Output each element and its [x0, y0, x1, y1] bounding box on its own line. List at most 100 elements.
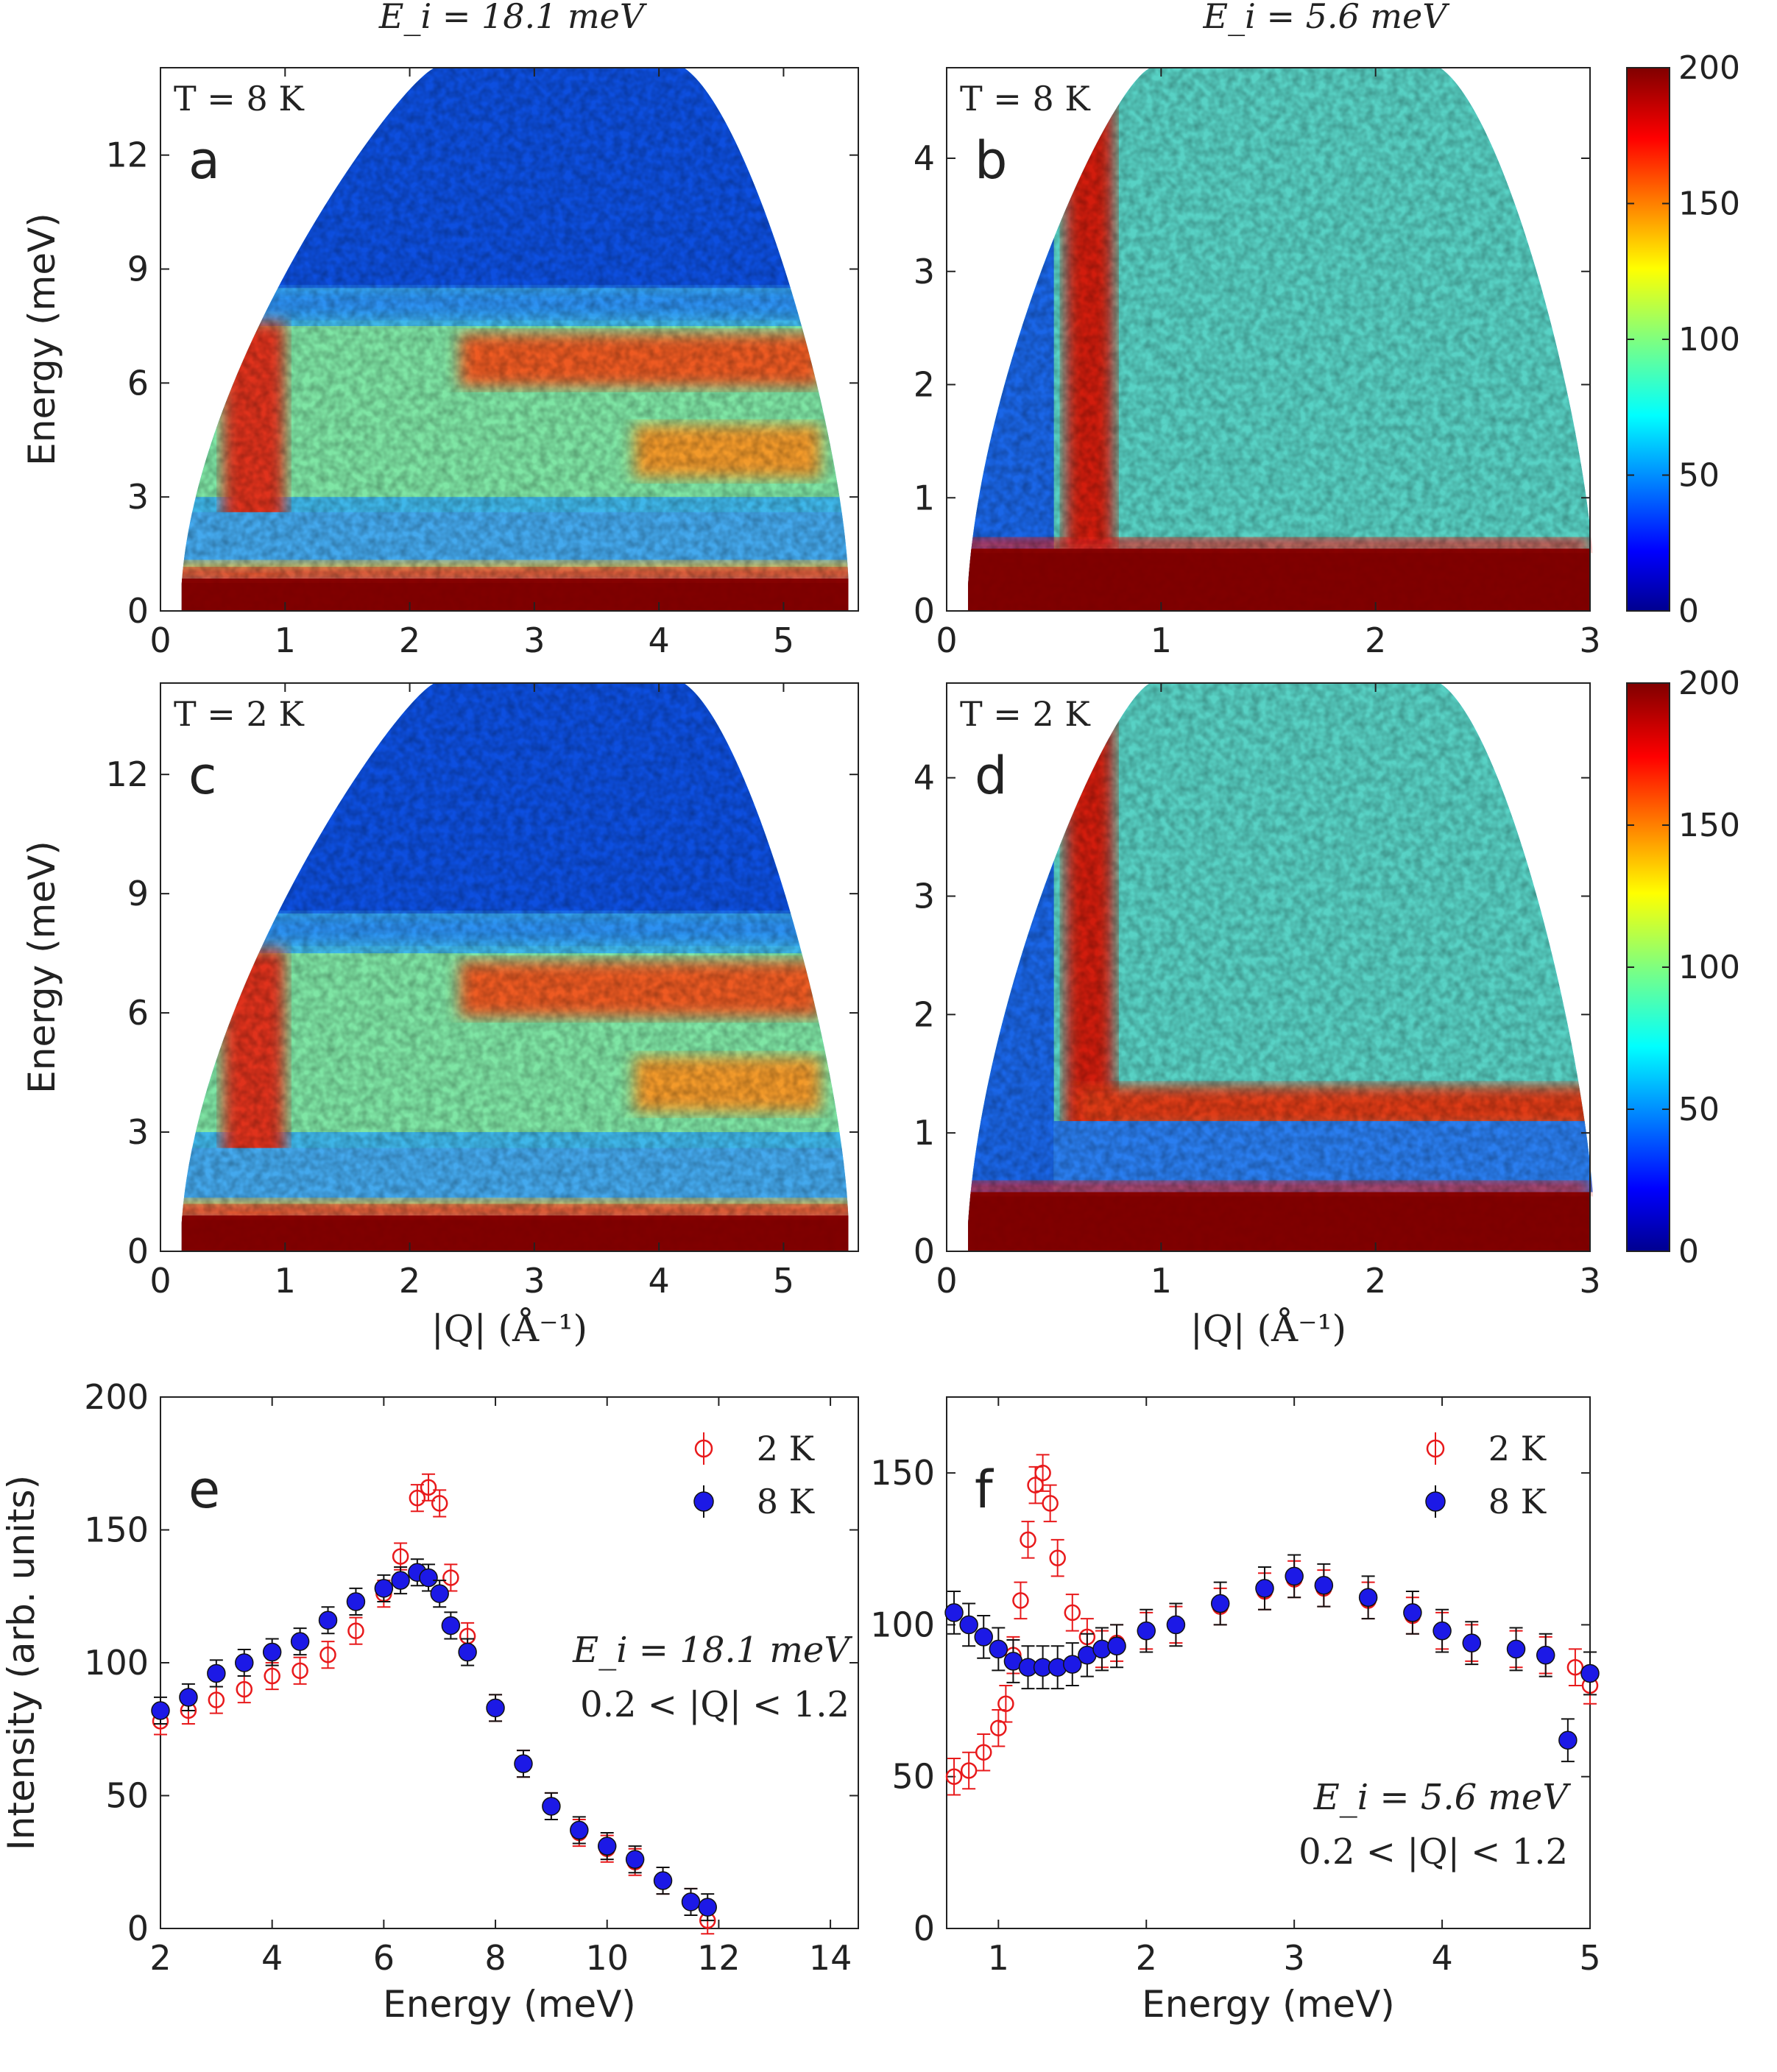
y-tick-label: 2	[914, 365, 935, 405]
data-point	[391, 1571, 410, 1590]
x-tick-label: 0	[936, 1261, 957, 1301]
legend-marker	[1425, 1491, 1446, 1512]
colorbar-tick-label: 200	[1678, 49, 1740, 87]
colorbar-bottom-ticks: 0 50 100 150 200	[1627, 665, 1740, 1270]
heatmap-elastic-fill	[968, 1192, 1590, 1251]
x-tick-label: 5	[773, 620, 794, 660]
data-point	[990, 1719, 1007, 1736]
panel-letter: e	[188, 1460, 220, 1520]
y-tick-label: 4	[914, 138, 935, 178]
data-point	[1314, 1576, 1334, 1595]
data-point	[1034, 1464, 1051, 1482]
legend-marker	[1426, 1439, 1445, 1458]
temperature-label: T = 2 K	[174, 694, 305, 734]
colorbar-tick-label: 100	[1678, 321, 1740, 358]
data-point	[1462, 1633, 1482, 1652]
x-axis-label: Energy (meV)	[383, 1983, 636, 2026]
data-point	[997, 1695, 1014, 1712]
panel-letter: a	[188, 130, 220, 191]
panel-d: 0 1 2 3 0 1 2 3 4 |Q| (Å⁻¹) T = 2 K d	[914, 682, 1601, 1350]
data-point	[974, 1627, 993, 1647]
x-tick-label: 2	[1365, 1261, 1386, 1301]
data-point	[347, 1622, 364, 1639]
x-tick-label: 10	[585, 1938, 629, 1978]
axes-frame	[946, 682, 1591, 1252]
legend-label: 8 K	[1488, 1482, 1547, 1521]
data-point	[1020, 1531, 1036, 1549]
data-point	[1166, 1615, 1186, 1635]
data-point	[1012, 1592, 1029, 1609]
y-tick-label: 12	[105, 754, 149, 794]
y-tick-label: 6	[127, 993, 149, 1033]
data-point	[486, 1698, 505, 1718]
annotation-line: E_i = 5.6 meV	[1313, 1777, 1572, 1818]
temperature-label: T = 8 K	[174, 79, 305, 119]
data-point	[1255, 1579, 1274, 1598]
panel-b: 0 1 2 3 0 1 2 3 4 T = 8 K b	[914, 67, 1601, 660]
x-tick-label: 4	[649, 620, 670, 660]
data-point	[235, 1653, 254, 1672]
x-tick-label: 1	[988, 1938, 1009, 1978]
heatmap-noise	[968, 683, 1590, 1251]
y-tick-label: 50	[105, 1776, 149, 1816]
legend: 2 K8 K	[1425, 1429, 1547, 1521]
data-point	[442, 1569, 459, 1586]
data-point	[1210, 1594, 1230, 1613]
y-tick-label: 150	[84, 1510, 149, 1550]
legend-label: 8 K	[757, 1482, 816, 1521]
y-tick-label: 50	[891, 1757, 935, 1797]
heatmap-noise	[181, 68, 849, 611]
colorbar-tick-label: 0	[1678, 593, 1699, 630]
axes-frame	[160, 682, 859, 1252]
data-point	[318, 1610, 338, 1630]
panel-letter: f	[975, 1460, 994, 1520]
colorbar-tick-label: 150	[1678, 185, 1740, 223]
data-point	[597, 1836, 617, 1856]
x-tick-label: 2	[1136, 1938, 1157, 1978]
y-tick-label: 12	[105, 135, 149, 175]
data-point	[1506, 1639, 1526, 1659]
data-point	[625, 1850, 645, 1869]
y-tick-label: 3	[127, 477, 149, 517]
annotation-line: 0.2 < |Q| < 1.2	[1299, 1831, 1568, 1873]
colorbar-tick-label: 50	[1678, 1091, 1720, 1128]
panel-letter: c	[188, 746, 217, 806]
heatmap-a	[181, 68, 849, 611]
y-axis-label: Energy (meV)	[21, 213, 63, 466]
colorbar-tick-label: 200	[1678, 665, 1740, 702]
data-point	[1064, 1604, 1081, 1622]
data-point	[1580, 1663, 1600, 1683]
x-tick-label: 2	[399, 1261, 420, 1301]
x-tick-label: 6	[373, 1938, 395, 1978]
heatmap-elastic-fill	[181, 1215, 849, 1251]
series-8-K	[944, 1554, 1600, 1763]
y-tick-label: 150	[870, 1453, 935, 1493]
data-point	[944, 1603, 964, 1622]
data-point	[1403, 1603, 1422, 1622]
data-point	[236, 1680, 253, 1698]
data-point	[1042, 1495, 1059, 1512]
y-tick-label: 0	[127, 591, 149, 631]
temperature-label: T = 8 K	[960, 79, 1091, 119]
legend-label: 2 K	[1488, 1429, 1547, 1468]
y-tick-label: 0	[127, 1909, 149, 1948]
legend-marker	[693, 1491, 714, 1512]
y-tick-label: 1	[914, 1113, 935, 1153]
data-point	[1358, 1588, 1378, 1608]
y-tick-label: 3	[127, 1112, 149, 1152]
data-point	[1558, 1730, 1578, 1750]
axes-frame	[160, 67, 859, 612]
colorbar-tick-label: 50	[1678, 457, 1720, 495]
x-tick-label: 0	[149, 620, 171, 660]
x-tick-label: 8	[484, 1938, 506, 1978]
data-point	[1107, 1636, 1126, 1656]
data-point	[346, 1592, 366, 1611]
x-tick-label: 2	[149, 1938, 171, 1978]
y-tick-label: 0	[914, 591, 935, 631]
data-point	[1566, 1658, 1584, 1676]
data-point	[207, 1663, 226, 1683]
y-axis-label: Intensity (arb. units)	[0, 1475, 43, 1850]
